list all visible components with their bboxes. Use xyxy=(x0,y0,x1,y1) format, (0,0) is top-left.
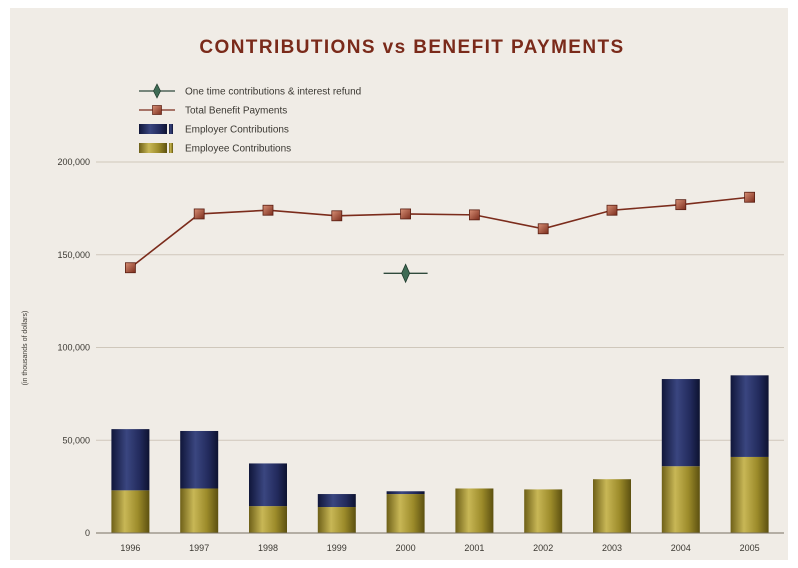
benefit-payments-marker xyxy=(675,199,687,211)
y-tick-label: 200,000 xyxy=(57,157,90,167)
y-tick-label: 0 xyxy=(85,528,90,538)
y-axis-ticks: 0 50,000 100,000 150,000 200,000 xyxy=(57,157,90,538)
chart-title: CONTRIBUTIONS vs BENEFIT PAYMENTS xyxy=(199,37,624,58)
benefit-payments-marker xyxy=(606,204,618,216)
benefit-payments-line xyxy=(129,196,750,269)
bar-employer-contributions xyxy=(730,375,769,457)
bar-employer-contributions xyxy=(661,379,700,467)
benefit-payments-marker xyxy=(468,209,480,221)
one-time-point-series xyxy=(383,263,428,284)
legend-label: Employee Contributions xyxy=(185,144,291,155)
benefit-payments-marker xyxy=(744,191,755,203)
y-axis-label: (in thousands of dollars) xyxy=(22,311,29,386)
x-tick-label: 2001 xyxy=(464,543,484,553)
benefit-payments-marker xyxy=(262,204,274,216)
bar-employer-contributions xyxy=(317,494,356,508)
legend-diamond-icon xyxy=(153,83,161,99)
y-tick-label: 150,000 xyxy=(57,250,90,260)
x-tick-label: 2000 xyxy=(396,543,416,553)
x-tick-label: 2003 xyxy=(602,543,622,553)
y-tick-label: 50,000 xyxy=(62,435,90,445)
x-axis-ticks: 1996 1997 1998 1999 2000 2001 2002 2003 2004 2005 xyxy=(120,543,759,553)
legend-bar-swatch-icon xyxy=(139,143,167,153)
benefit-payments-marker xyxy=(193,208,205,220)
legend-label: Employer Contributions xyxy=(185,125,289,136)
bar-employee-contributions xyxy=(730,456,769,533)
x-tick-label: 2002 xyxy=(533,543,553,553)
bar-employer-contributions xyxy=(386,491,425,495)
x-tick-label: 1996 xyxy=(120,543,140,553)
bar-employer-contributions xyxy=(111,429,150,491)
chart-legend: One time contributions & interest refund… xyxy=(139,83,361,155)
bar-employee-contributions xyxy=(317,507,356,533)
bar-employee-contributions xyxy=(180,488,219,533)
x-tick-label: 1997 xyxy=(189,543,209,553)
bar-employee-contributions xyxy=(661,466,700,533)
bar-employee-contributions xyxy=(524,489,563,533)
x-tick-label: 1998 xyxy=(258,543,278,553)
benefit-payments-marker xyxy=(331,210,343,222)
y-tick-label: 100,000 xyxy=(57,343,90,353)
x-tick-label: 2004 xyxy=(671,543,691,553)
benefit-payments-marker xyxy=(537,223,549,235)
bar-employer-contributions xyxy=(180,430,219,489)
bar-employee-contributions xyxy=(249,506,287,533)
bar-employee-contributions xyxy=(593,479,631,533)
benefit-payments-marker xyxy=(400,208,412,220)
x-tick-label: 2005 xyxy=(740,543,760,553)
benefit-payments-marker xyxy=(125,262,136,274)
legend-bar-swatch-tip-icon xyxy=(169,143,173,153)
legend-bar-swatch-icon xyxy=(139,124,167,134)
x-tick-label: 1999 xyxy=(327,543,347,553)
benefit-line-series xyxy=(125,191,755,274)
bar-series xyxy=(111,375,769,533)
legend-bar-swatch-tip-icon xyxy=(169,124,173,134)
bar-employee-contributions xyxy=(455,488,494,533)
legend-square-icon xyxy=(152,105,162,115)
one-time-contribution-marker xyxy=(401,263,411,284)
bar-employee-contributions xyxy=(386,494,425,533)
legend-label: One time contributions & interest refund xyxy=(185,87,361,98)
bar-employer-contributions xyxy=(249,463,287,507)
bar-employee-contributions xyxy=(111,490,150,533)
legend-label: Total Benefit Payments xyxy=(185,106,287,117)
